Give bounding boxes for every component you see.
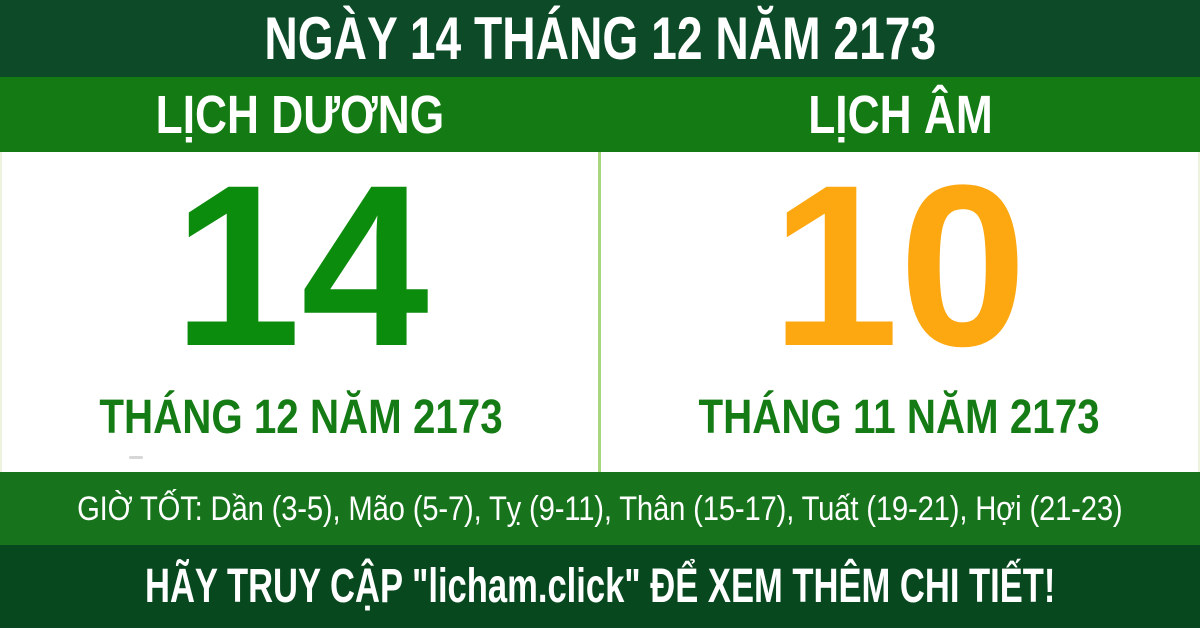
solar-day-number: 14 [173, 137, 429, 394]
good-hours-bar: GIỜ TỐT: Dần (3-5), Mão (5-7), Tỵ (9-11)… [0, 472, 1200, 545]
lunar-day-column: 10 THÁNG 11 NĂM 2173 [600, 137, 1198, 472]
solar-calendar-header: LỊCH DƯƠNG [0, 77, 600, 152]
calendar-body: 14 THÁNG 12 NĂM 2173 10 THÁNG 11 NĂM 217… [0, 137, 1200, 472]
solar-calendar-header-label: LỊCH DƯƠNG [155, 84, 445, 145]
lunar-day-number: 10 [771, 137, 1027, 394]
solar-day-column: 14 THÁNG 12 NĂM 2173 [2, 137, 600, 472]
lunar-month-label: THÁNG 11 NĂM 2173 [698, 391, 1100, 444]
footer-banner-text: HÃY TRUY CẬP "licham.click" ĐỂ XEM THÊM … [144, 559, 1056, 613]
lunar-calendar-header: LỊCH ÂM [600, 77, 1200, 152]
lunar-calendar-header-label: LỊCH ÂM [807, 84, 993, 145]
solar-month-label: THÁNG 12 NĂM 2173 [99, 391, 503, 444]
column-divider [598, 152, 601, 472]
footer-banner: HÃY TRUY CẬP "licham.click" ĐỂ XEM THÊM … [0, 545, 1200, 628]
calendar-headers-row: LỊCH DƯƠNG LỊCH ÂM [0, 77, 1200, 152]
good-hours-text: GIỜ TỐT: Dần (3-5), Mão (5-7), Tỵ (9-11)… [77, 489, 1123, 528]
stray-dash-artifact [129, 456, 143, 459]
date-banner: NGÀY 14 THÁNG 12 NĂM 2173 [0, 0, 1200, 77]
date-banner-text: NGÀY 14 THÁNG 12 NĂM 2173 [264, 4, 936, 72]
